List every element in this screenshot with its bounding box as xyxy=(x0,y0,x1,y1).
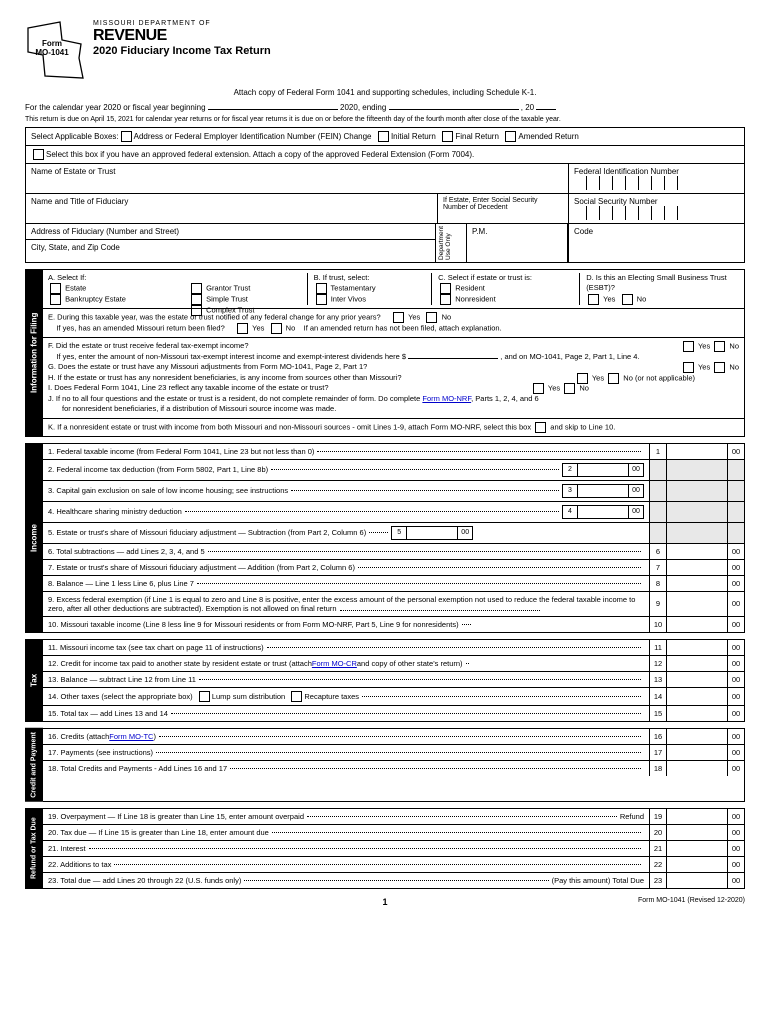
checkbox-e2-yes[interactable] xyxy=(237,323,248,334)
checkbox-esbt-yes[interactable] xyxy=(588,294,599,305)
checkbox-e2-no[interactable] xyxy=(271,323,282,334)
line-4-amount[interactable] xyxy=(578,505,629,519)
line-3-amount[interactable] xyxy=(578,484,629,498)
line-18-amount[interactable] xyxy=(666,761,727,776)
checkbox-final-return[interactable] xyxy=(442,131,453,142)
link-mo-nrf[interactable]: Form MO-NRF xyxy=(422,394,471,403)
checkbox-nonresident[interactable] xyxy=(440,294,451,305)
line-16-amount[interactable] xyxy=(666,729,727,744)
line-7-amount[interactable] xyxy=(666,560,727,575)
checkbox-estate[interactable] xyxy=(50,283,61,294)
line-11-amount[interactable] xyxy=(666,640,727,655)
fiscal-year-line: For the calendar year 2020 or fiscal yea… xyxy=(25,103,745,112)
checkbox-e-yes[interactable] xyxy=(393,312,404,323)
checkbox-bankruptcy[interactable] xyxy=(50,294,61,305)
form-title: 2020 Fiduciary Income Tax Return xyxy=(93,45,271,57)
estate-name-field[interactable]: Name of Estate or Trust xyxy=(26,164,569,193)
checkbox-esbt-no[interactable] xyxy=(622,294,633,305)
line-17-amount[interactable] xyxy=(666,745,727,760)
checkbox-h-no[interactable] xyxy=(608,373,619,384)
checkbox-f-no[interactable] xyxy=(714,341,725,352)
checkbox-g-no[interactable] xyxy=(714,362,725,373)
line-6-amount[interactable] xyxy=(666,544,727,559)
checkbox-federal-extension[interactable] xyxy=(33,149,44,160)
dept-use-only-label: Department Use Only xyxy=(436,224,454,262)
revenue-title: REVENUE xyxy=(93,27,271,45)
line-22-amount[interactable] xyxy=(666,857,727,872)
credit-side-label: Credit and Payment xyxy=(25,728,43,802)
fiscal-end-input[interactable] xyxy=(389,109,519,110)
line-8-amount[interactable] xyxy=(666,576,727,591)
federal-id-field[interactable]: Federal Identification Number xyxy=(569,164,744,193)
line-12-amount[interactable] xyxy=(666,656,727,671)
line-1-amount[interactable] xyxy=(666,444,727,459)
fiscal-year-suffix-input[interactable] xyxy=(536,109,556,110)
line-10-amount[interactable] xyxy=(666,617,727,632)
tax-side-label: Tax xyxy=(25,639,43,722)
line-2-amount[interactable] xyxy=(578,463,629,477)
refund-side-label: Refund or Tax Due xyxy=(25,808,43,889)
line-13-amount[interactable] xyxy=(666,672,727,687)
attach-instruction: Attach copy of Federal Form 1041 and sup… xyxy=(25,88,745,97)
checkbox-simple[interactable] xyxy=(191,294,202,305)
ssn-field[interactable]: Social Security Number xyxy=(569,194,744,223)
line-19-amount[interactable] xyxy=(666,809,727,824)
line-5-amount[interactable] xyxy=(407,526,458,540)
line-9-amount[interactable] xyxy=(666,592,727,616)
line-14-amount[interactable] xyxy=(666,688,727,705)
checkbox-testamentary[interactable] xyxy=(316,283,327,294)
exempt-income-input[interactable] xyxy=(408,358,498,359)
line-23-amount[interactable] xyxy=(666,873,727,888)
dept-label: MISSOURI DEPARTMENT OF xyxy=(93,20,271,27)
decedent-ssn-label: If Estate, Enter Social Security Number … xyxy=(438,194,569,223)
checkbox-resident[interactable] xyxy=(440,283,451,294)
refund-section: Refund or Tax Due 19. Overpayment — If L… xyxy=(25,808,745,889)
checkbox-h-yes[interactable] xyxy=(577,373,588,384)
form-code: Form MO-1041 xyxy=(28,40,76,58)
info-section: Information for Filing A. Select If: Est… xyxy=(25,269,745,437)
checkbox-lump-sum[interactable] xyxy=(199,691,210,702)
tax-section: Tax 11. Missouri income tax (see tax cha… xyxy=(25,639,745,722)
line-15-amount[interactable] xyxy=(666,706,727,721)
code-field[interactable]: Code xyxy=(568,224,744,262)
link-mo-cr[interactable]: Form MO-CR xyxy=(312,659,357,668)
checkbox-e-no[interactable] xyxy=(426,312,437,323)
checkbox-i-yes[interactable] xyxy=(533,383,544,394)
checkbox-initial-return[interactable] xyxy=(378,131,389,142)
address-field[interactable]: Address of Fiduciary (Number and Street) xyxy=(26,224,435,240)
fiscal-begin-input[interactable] xyxy=(208,109,338,110)
info-side-label: Information for Filing xyxy=(25,269,43,437)
checkbox-i-no[interactable] xyxy=(564,383,575,394)
checkbox-fein-change[interactable] xyxy=(121,131,132,142)
checkbox-inter-vivos[interactable] xyxy=(316,294,327,305)
due-date-text: This return is due on April 15, 2021 for… xyxy=(25,116,745,123)
checkbox-f-yes[interactable] xyxy=(683,341,694,352)
fiduciary-name-field[interactable]: Name and Title of Fiduciary xyxy=(26,194,438,223)
checkbox-complex[interactable] xyxy=(191,305,202,316)
link-mo-tc[interactable]: Form MO-TC xyxy=(109,732,153,741)
checkbox-recapture[interactable] xyxy=(291,691,302,702)
select-boxes-label: Select Applicable Boxes: xyxy=(31,132,119,141)
city-field[interactable]: City, State, and Zip Code xyxy=(26,240,435,255)
line-21-amount[interactable] xyxy=(666,841,727,856)
checkbox-g-yes[interactable] xyxy=(683,362,694,373)
form-header: Form MO-1041 MISSOURI DEPARTMENT OF REVE… xyxy=(25,20,745,82)
line-20-amount[interactable] xyxy=(666,825,727,840)
checkbox-grantor[interactable] xyxy=(191,283,202,294)
pm-field[interactable]: P.M. xyxy=(466,224,568,262)
checkbox-k[interactable] xyxy=(535,422,546,433)
checkbox-amended-return[interactable] xyxy=(505,131,516,142)
credit-section: Credit and Payment 16. Credits (attach F… xyxy=(25,728,745,802)
line-1-num: 1 xyxy=(649,444,666,459)
income-side-label: Income xyxy=(25,443,43,633)
income-section: Income 1. Federal taxable income (from F… xyxy=(25,443,745,633)
identity-box: Select Applicable Boxes: Address or Fede… xyxy=(25,127,745,263)
